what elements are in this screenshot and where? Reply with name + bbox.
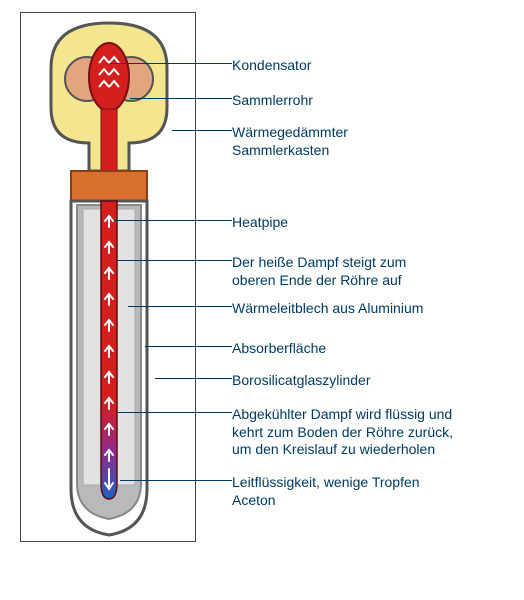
leader-dampf-steigt xyxy=(116,260,232,261)
leader-leitfluessigkeit xyxy=(120,480,232,481)
label-leitfluessigkeit: Leitflüssigkeit, wenige TropfenAceton xyxy=(232,474,522,509)
leader-abgekuehlt xyxy=(118,412,232,413)
label-waermeleitblech: Wärmeleitblech aus Aluminium xyxy=(232,300,522,318)
label-sammlerkasten: WärmegedämmterSammlerkasten xyxy=(232,124,522,159)
leader-sammlerkasten xyxy=(172,130,232,131)
label-dampf-steigt: Der heiße Dampf steigt zumoberen Ende de… xyxy=(232,254,522,289)
orange-cap xyxy=(71,171,147,201)
label-sammlerrohr: Sammlerrohr xyxy=(232,92,522,110)
diagram-frame xyxy=(20,12,196,542)
leader-waermeleitblech xyxy=(128,306,232,307)
leader-absorberflaeche xyxy=(145,346,232,347)
heatpipe-diagram-svg xyxy=(21,13,197,543)
leader-sammlerrohr xyxy=(130,98,232,99)
label-kondensator: Kondensator xyxy=(232,57,522,75)
label-abgekuehlt: Abgekühlter Dampf wird flüssig undkehrt … xyxy=(232,406,522,459)
leader-borosilikat xyxy=(155,378,232,379)
leader-heatpipe xyxy=(114,220,232,221)
label-absorberflaeche: Absorberfläche xyxy=(232,340,522,358)
label-borosilikat: Borosilicatglaszylinder xyxy=(232,372,522,390)
leader-kondensator xyxy=(110,63,232,64)
label-heatpipe: Heatpipe xyxy=(232,214,522,232)
condenser-neck xyxy=(101,109,117,175)
condenser-bulb xyxy=(89,43,129,111)
